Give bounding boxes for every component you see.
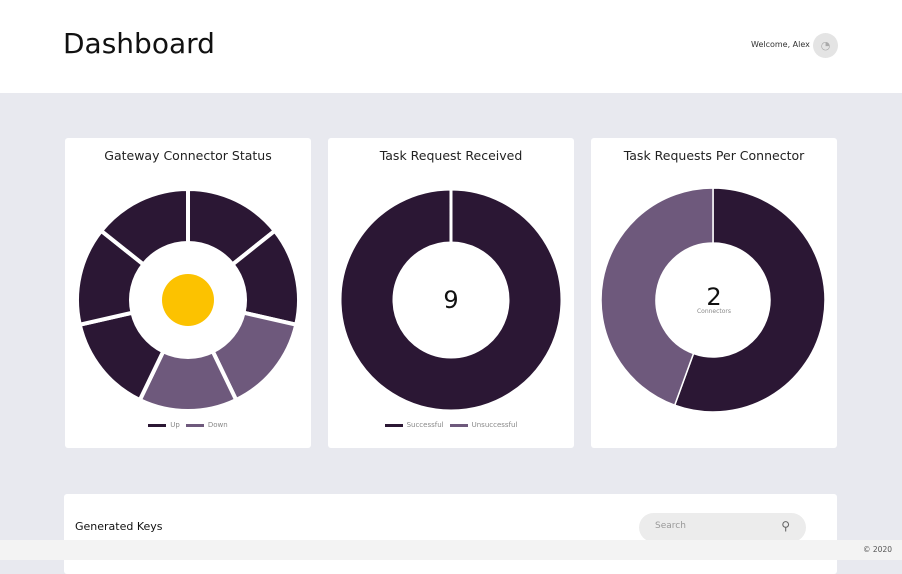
avatar[interactable]: ◔ — [813, 33, 838, 58]
legend-successful[interactable]: Successful — [384, 421, 444, 429]
search-input[interactable]: Search ⚲ — [639, 513, 806, 542]
gateway-status-chart — [75, 186, 301, 413]
search-icon[interactable]: ⚲ — [781, 519, 790, 533]
slice-up[interactable] — [98, 186, 190, 268]
footer: © 2020 — [0, 540, 902, 560]
page-title: Dashboard — [63, 27, 215, 60]
card-title: Task Request Received — [379, 148, 523, 163]
slice-successful[interactable] — [338, 187, 564, 413]
task-received-chart — [338, 187, 564, 413]
legend-down[interactable]: Down — [185, 421, 228, 429]
user-icon: ◔ — [820, 39, 831, 52]
task-requests-per-connector-card: Task Requests Per Connector 2 Connectors — [591, 138, 837, 448]
slice-connector-2[interactable] — [600, 187, 714, 407]
per-connector-chart — [600, 187, 826, 413]
welcome-text: Welcome, Alex — [751, 40, 810, 49]
slice-connector-1[interactable] — [673, 187, 826, 413]
legend-unsuccessful[interactable]: Unsuccessful — [449, 421, 517, 429]
legend-up[interactable]: Up — [148, 421, 180, 429]
center-value: 9 — [443, 286, 459, 314]
status-indicator-dot — [162, 274, 214, 326]
generated-keys-panel: Generated Keys Search ⚲ — [64, 494, 837, 574]
legend: Successful Unsuccessful — [328, 421, 574, 429]
section-title: Generated Keys — [75, 520, 163, 533]
copyright: © 2020 — [863, 545, 892, 554]
header: Dashboard Welcome, Alex ◔ — [0, 0, 902, 93]
gateway-connector-status-card: Gateway Connector Status Up Down — [65, 138, 311, 448]
center-value: 2 — [706, 283, 722, 311]
card-title: Gateway Connector Status — [104, 148, 272, 163]
card-title: Task Requests Per Connector — [623, 148, 805, 163]
center-label: Connectors — [696, 308, 732, 315]
legend: Up Down — [65, 421, 311, 429]
task-request-received-card: Task Request Received 9 Successful Unsuc… — [328, 138, 574, 448]
